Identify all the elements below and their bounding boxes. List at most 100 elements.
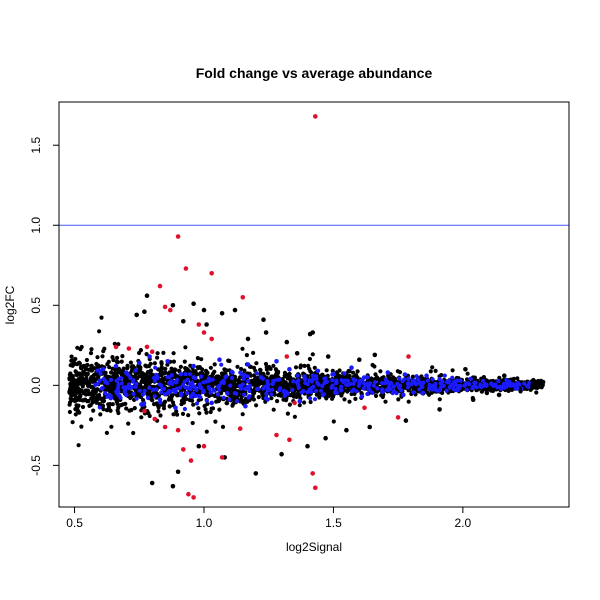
data-point-blue <box>178 385 183 390</box>
data-point-black <box>90 368 95 373</box>
data-point-black <box>131 430 136 436</box>
data-point-blue <box>228 383 233 388</box>
data-point-black <box>69 358 74 363</box>
data-point-black <box>83 392 89 397</box>
data-point-black <box>204 410 209 415</box>
data-point-black <box>163 366 168 371</box>
data-point-black <box>106 374 111 379</box>
data-point-black <box>167 395 172 400</box>
data-point-blue <box>134 381 139 387</box>
data-point-black <box>330 394 336 399</box>
data-point <box>113 363 119 369</box>
data-point-black <box>187 397 192 403</box>
data-point-blue <box>382 381 388 386</box>
data-point <box>219 455 225 460</box>
data-point-blue <box>151 387 156 392</box>
data-point-black <box>208 382 213 387</box>
data-point-blue <box>333 380 339 386</box>
data-point <box>287 367 292 372</box>
data-point-blue <box>320 384 325 389</box>
data-point-blue <box>223 375 228 380</box>
data-point-blue <box>351 381 356 386</box>
data-point-black <box>181 397 186 402</box>
data-point-black <box>90 400 95 405</box>
data-point-black <box>226 358 231 363</box>
data-point-blue <box>450 382 455 387</box>
data-point-black <box>272 392 277 397</box>
data-point <box>134 312 139 318</box>
data-point-blue <box>339 378 344 383</box>
data-point-black <box>373 372 378 377</box>
data-point-blue <box>318 388 324 393</box>
data-point-blue <box>363 383 368 388</box>
data-point-black <box>104 430 109 435</box>
data-point <box>502 373 507 379</box>
data-point-black <box>308 399 313 405</box>
data-point-black <box>326 393 332 398</box>
data-point-black <box>148 361 153 366</box>
data-point-black <box>67 376 72 381</box>
data-point-blue <box>174 377 180 382</box>
data-point-blue <box>116 382 121 387</box>
data-point-black <box>78 388 83 393</box>
data-point <box>302 376 308 382</box>
data-point-black <box>116 405 121 410</box>
data-point-blue <box>173 389 178 395</box>
data-point-black <box>79 372 84 378</box>
data-point-blue <box>375 386 380 391</box>
data-point-blue <box>307 378 312 383</box>
data-point-blue <box>350 389 355 394</box>
data-point-black <box>196 406 201 411</box>
data-point <box>331 371 336 377</box>
data-point-black <box>256 395 261 400</box>
data-point-black <box>302 363 307 368</box>
data-point-black <box>82 378 87 383</box>
data-point-blue <box>254 371 259 376</box>
data-point-black <box>144 352 149 357</box>
x-tick-label: 2.0 <box>455 516 472 530</box>
data-point-blue <box>199 374 204 379</box>
data-point-blue <box>128 375 133 380</box>
data-point-black <box>203 383 208 388</box>
data-point <box>274 359 279 364</box>
data-point-blue <box>329 385 334 390</box>
data-point-black <box>479 389 484 394</box>
data-point-black <box>162 371 167 376</box>
data-point <box>385 370 391 375</box>
data-point-blue <box>215 392 221 397</box>
data-point <box>100 367 106 372</box>
data-point <box>149 480 155 486</box>
data-point-blue <box>420 391 425 396</box>
data-point-blue <box>208 390 213 395</box>
data-point-black <box>253 380 258 385</box>
data-point-black <box>257 381 262 386</box>
data-point <box>281 389 287 395</box>
data-point-black <box>147 413 152 419</box>
data-point-blue <box>396 384 401 389</box>
data-point-black <box>220 424 226 429</box>
data-point-black <box>132 374 137 379</box>
data-point-blue <box>417 387 422 392</box>
data-point-blue <box>183 372 188 377</box>
data-point-black <box>125 363 130 368</box>
data-point-black <box>216 398 222 403</box>
data-point-blue <box>315 380 320 385</box>
data-point-blue <box>185 391 190 396</box>
data-point <box>478 384 484 390</box>
data-point-black <box>251 397 256 402</box>
data-point-black <box>113 367 118 372</box>
data-point-black <box>75 408 80 413</box>
data-point-blue <box>264 391 269 396</box>
data-point-blue <box>169 373 174 378</box>
data-point-black <box>240 412 245 417</box>
data-point-black <box>68 381 73 387</box>
data-point <box>507 383 512 388</box>
data-point-blue <box>282 393 287 398</box>
y-axis-label: log2FC <box>3 285 17 324</box>
data-point-black <box>166 371 171 376</box>
data-point <box>191 495 196 500</box>
data-point <box>181 319 186 324</box>
data-point-black <box>100 398 105 404</box>
data-point-black <box>326 388 331 393</box>
data-point-blue <box>322 376 327 381</box>
